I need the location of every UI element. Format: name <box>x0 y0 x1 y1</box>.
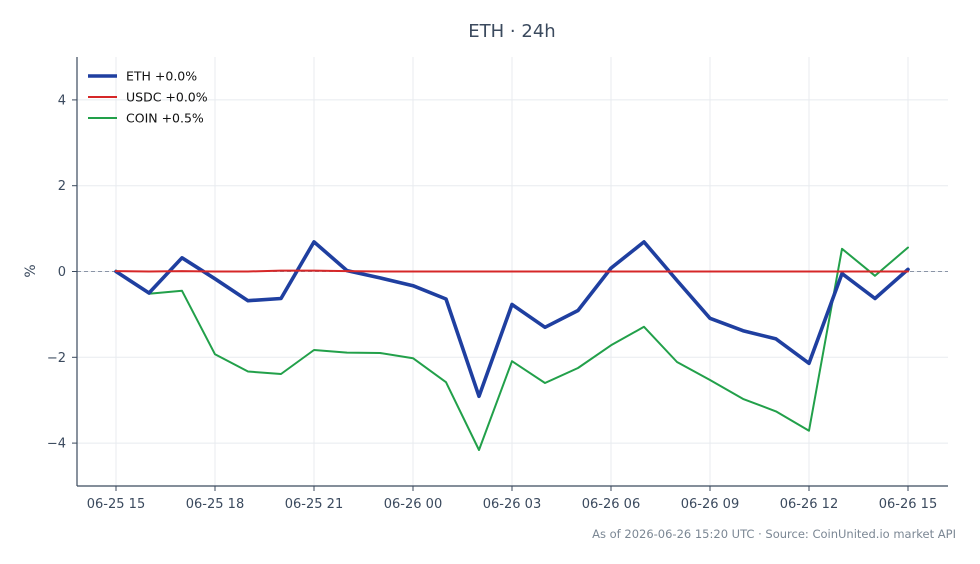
chart-title: ETH · 24h <box>468 21 555 42</box>
series-line-1 <box>115 269 909 273</box>
y-tick-label: 2 <box>58 179 66 194</box>
series-line-0 <box>114 240 910 399</box>
y-tick-label: −4 <box>47 437 66 452</box>
y-tick-label: −2 <box>47 351 66 366</box>
legend-label: COIN +0.5% <box>126 111 204 126</box>
x-tick-label: 06-26 15 <box>879 497 937 512</box>
y-ticks: −4 −2 0 2 4 <box>47 93 77 452</box>
x-tick-label: 06-25 21 <box>285 497 343 512</box>
x-tick-label: 06-26 00 <box>384 497 442 512</box>
x-tick-label: 06-26 03 <box>483 497 541 512</box>
x-tick-label: 06-26 09 <box>681 497 739 512</box>
legend-label: ETH +0.0% <box>126 69 197 84</box>
y-tick-label: 4 <box>58 93 66 108</box>
legend: ETH +0.0% USDC +0.0% COIN +0.5% <box>88 69 208 126</box>
x-ticks: 06-25 15 06-25 18 06-25 21 06-26 00 06-26 03… <box>87 486 937 512</box>
footer-note: As of 2026-06-26 15:20 UTC · Source: Coi… <box>592 527 956 541</box>
series-line-2 <box>115 246 909 451</box>
x-tick-label: 06-25 18 <box>186 497 244 512</box>
x-tick-label: 06-26 12 <box>780 497 838 512</box>
y-axis-label: % <box>23 264 39 277</box>
x-tick-label: 06-25 15 <box>87 497 145 512</box>
series-lines <box>114 240 910 451</box>
x-tick-label: 06-26 06 <box>582 497 640 512</box>
y-tick-label: 0 <box>58 265 66 280</box>
legend-label: USDC +0.0% <box>126 90 208 105</box>
